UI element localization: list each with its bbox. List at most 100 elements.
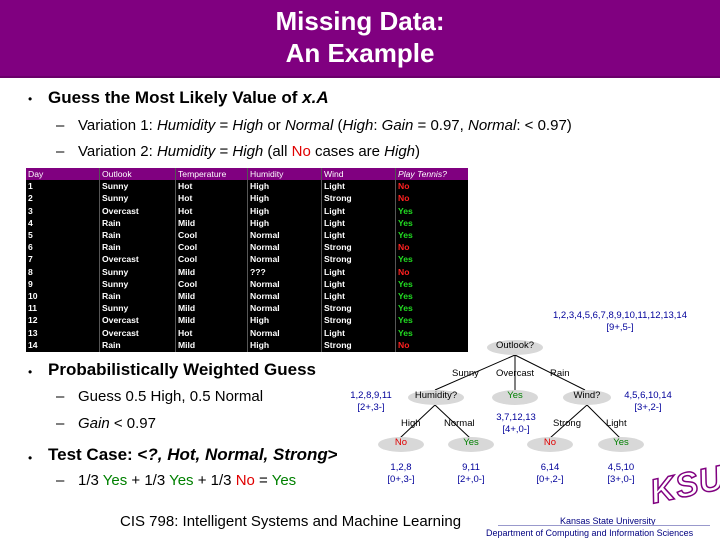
table-row: 9 Sunny Cool Normal Light Yes [26,278,468,290]
table-row: 3 Overcast Hot High Light Yes [26,205,468,217]
bullet-marker: • [28,451,33,465]
weighted-calc: –1/3 Yes + 1/3 Yes + 1/3 No = Yes [56,472,297,489]
table-cell: Strong [324,339,352,350]
department-name: Department of Computing and Information … [486,528,694,538]
leaf-light-yes: Yes [598,437,644,452]
table-cell: Cool [178,242,198,253]
table-cell: Light [324,217,345,228]
table-cell: No [398,193,410,204]
table-cell: Yes [398,230,413,240]
table-row: 13 Overcast Hot Normal Light Yes [26,327,468,339]
table-cell: Sunny [102,266,129,277]
table-cell: Sunny [102,303,129,314]
table-cell: High [250,205,270,216]
table-cell: Light [324,278,345,289]
table-row: 11 Sunny Mild Normal Strong Yes [26,302,468,314]
table-column-divider [99,168,100,352]
table-column-divider [321,168,322,352]
table-cell: Light [324,327,345,338]
branch-light: Light [606,418,627,429]
bullet-guess: Guess the Most Likely Value of x.A [48,88,329,107]
table-cell: High [250,339,270,350]
bullet-testcase: Test Case: <?, Hot, Normal, Strong> [48,445,338,464]
weighted-gain: – Gain < 0.97 [56,415,156,432]
leaf-overcast-yes: Yes [492,390,538,405]
table-cell: Mild [178,315,196,326]
root-count: [9+,5-] [606,322,634,333]
table-cell: 7 [28,254,33,265]
table-cell: 4 [28,217,33,228]
table-cell: Strong [324,254,352,265]
table-cell: High [250,181,270,192]
table-row: 2 Sunny Hot High Strong No [26,192,468,204]
table-cell: Hot [178,193,193,204]
table-row: 7 Overcast Cool Normal Strong Yes [26,253,468,265]
edge-strong [549,404,588,439]
table-cell: 8 [28,266,33,277]
sunny-set: 1,2,8,9,11 [350,390,392,401]
rain-set: 4,5,6,10,14 [624,390,672,401]
root-set: 1,2,3,4,5,6,7,8,9,10,11,12,13,14 [553,310,687,321]
table-header-cell: Temperature [176,168,248,181]
leaf-high-no: No [378,437,424,452]
table-header-cell: Play Tennis? [396,168,468,181]
table-cell: No [398,339,410,350]
leaf3-count: [0+,2-] [536,474,564,485]
table-cell: Overcast [102,205,139,216]
branch-sunny: Sunny [452,368,479,379]
table-cell: 3 [28,205,33,216]
table-cell: 13 [28,327,38,338]
table-row: 5 Rain Cool Normal Light Yes [26,229,468,241]
table-cell: Light [324,230,345,240]
table-cell: Cool [178,278,198,289]
table-cell: Cool [178,254,198,265]
table-column-divider [175,168,176,352]
table-row: 4 Rain Mild High Light Yes [26,217,468,229]
table-cell: Normal [250,230,280,240]
node-humidity: Humidity? [408,390,464,405]
table-header-cell: Humidity [248,168,322,181]
table-cell: Normal [250,327,280,338]
table-header-row: Day Outlook Temperature Humidity Wind Play Te… [26,168,468,181]
table-cell: Sunny [102,278,129,289]
node-outlook: Outlook? [487,340,543,355]
title-bar: Missing Data: An Example [0,0,720,76]
table-cell: Hot [178,205,193,216]
table-column-divider [395,168,396,352]
table-cell: No [398,266,410,277]
table-cell: Strong [324,193,352,204]
table-cell: Light [324,205,345,216]
table-cell: Yes [398,205,413,216]
table-cell: Yes [398,303,413,314]
edge-high [399,404,436,439]
table-row: 12 Overcast Mild High Strong Yes [26,314,468,326]
table-cell: 9 [28,278,33,289]
table-cell: High [250,193,270,204]
table-cell: Normal [250,242,280,253]
table-cell: Overcast [102,327,139,338]
leaf4-set: 4,5,10 [607,462,635,473]
table-cell: Yes [398,254,413,265]
leaf-normal-yes: Yes [448,437,494,452]
table-cell: Sunny [102,181,129,192]
leaf-strong-no: No [527,437,573,452]
table-cell: Hot [178,181,193,192]
bullet-marker: • [28,92,33,106]
table-cell: Rain [102,291,121,301]
table-cell: 5 [28,230,33,240]
table-cell: High [250,315,270,326]
slide-title-line1: Missing Data: [275,6,445,36]
table-row: 8 Sunny Mild??? Light No [26,266,468,278]
table-cell: Yes [398,278,413,289]
table-cell: Sunny [102,193,129,204]
table-cell: Mild [178,303,196,314]
table-cell: Mild [178,217,196,228]
table-cell: 11 [28,303,38,314]
table-row: 14 Rain Mild High Strong No [26,339,468,351]
table-cell: Yes [398,327,413,338]
table-cell: 12 [28,315,38,326]
variation-1: – Variation 1: Humidity = High or Normal … [56,117,572,134]
table-cell: 14 [28,339,38,350]
table-cell: Normal [250,278,280,289]
leaf1-set: 1,2,8 [390,462,412,473]
